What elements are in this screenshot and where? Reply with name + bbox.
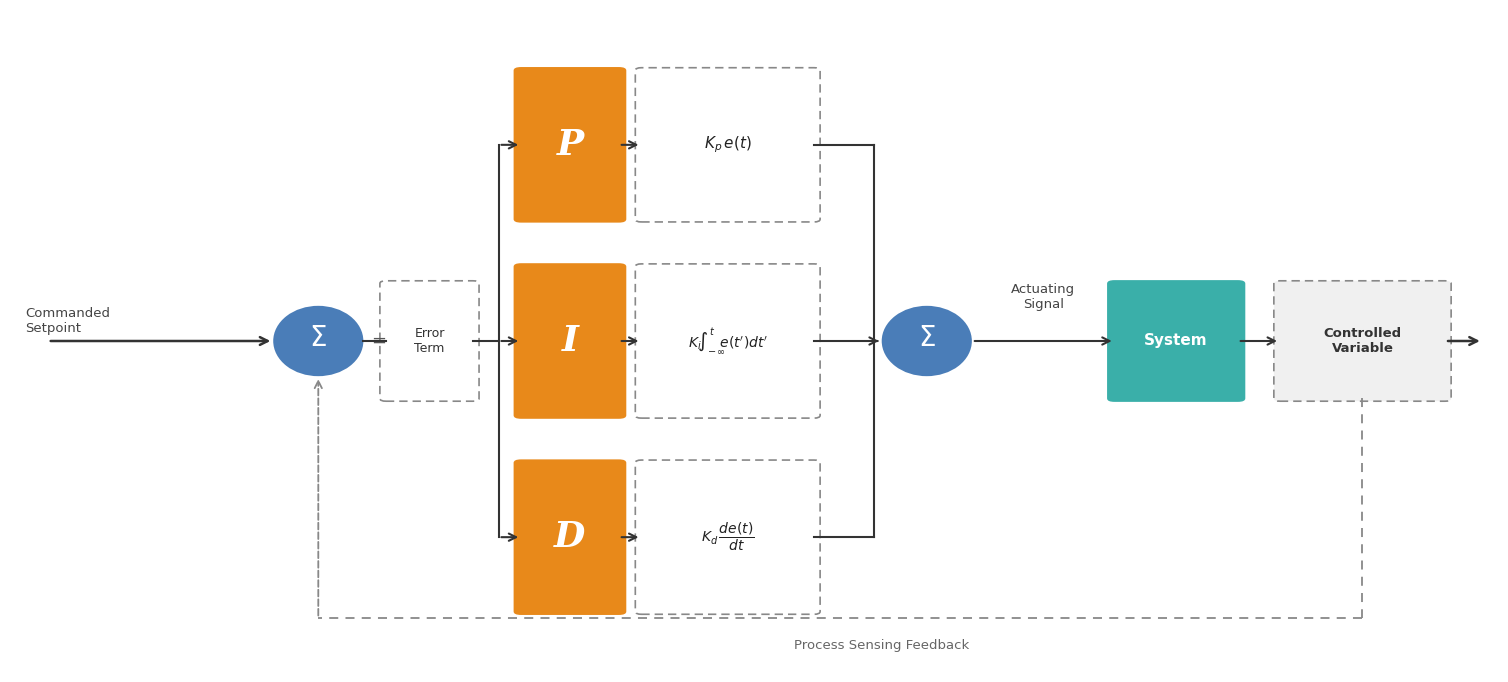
Text: Commanded
Setpoint: Commanded Setpoint	[26, 307, 110, 335]
Ellipse shape	[882, 306, 971, 376]
FancyBboxPatch shape	[635, 460, 820, 614]
Text: $\Sigma$: $\Sigma$	[918, 324, 935, 352]
Text: I: I	[561, 324, 579, 358]
Text: =: =	[371, 332, 386, 350]
Text: $\Sigma$: $\Sigma$	[309, 324, 327, 352]
Ellipse shape	[273, 306, 363, 376]
Text: $K_d\,\dfrac{de(t)}{dt}$: $K_d\,\dfrac{de(t)}{dt}$	[701, 521, 754, 553]
FancyBboxPatch shape	[1274, 281, 1451, 401]
Text: $K_i\!\int_{-\infty}^{t}\!\! e(t^{\prime})dt^{\prime}$: $K_i\!\int_{-\infty}^{t}\!\! e(t^{\prime…	[688, 326, 768, 356]
FancyBboxPatch shape	[514, 460, 626, 615]
Text: D: D	[555, 520, 585, 554]
Text: $K_p\,e(t)$: $K_p\,e(t)$	[704, 134, 751, 155]
Text: P: P	[556, 128, 584, 162]
Text: Controlled
Variable: Controlled Variable	[1324, 327, 1401, 355]
Text: Error
Term: Error Term	[415, 327, 445, 355]
FancyBboxPatch shape	[635, 68, 820, 222]
Text: System: System	[1145, 333, 1208, 349]
FancyBboxPatch shape	[1107, 280, 1246, 402]
FancyBboxPatch shape	[514, 263, 626, 419]
Text: Actuating
Signal: Actuating Signal	[1012, 283, 1075, 311]
FancyBboxPatch shape	[380, 281, 480, 401]
FancyBboxPatch shape	[514, 67, 626, 222]
Text: Process Sensing Feedback: Process Sensing Feedback	[795, 639, 970, 652]
FancyBboxPatch shape	[635, 264, 820, 418]
